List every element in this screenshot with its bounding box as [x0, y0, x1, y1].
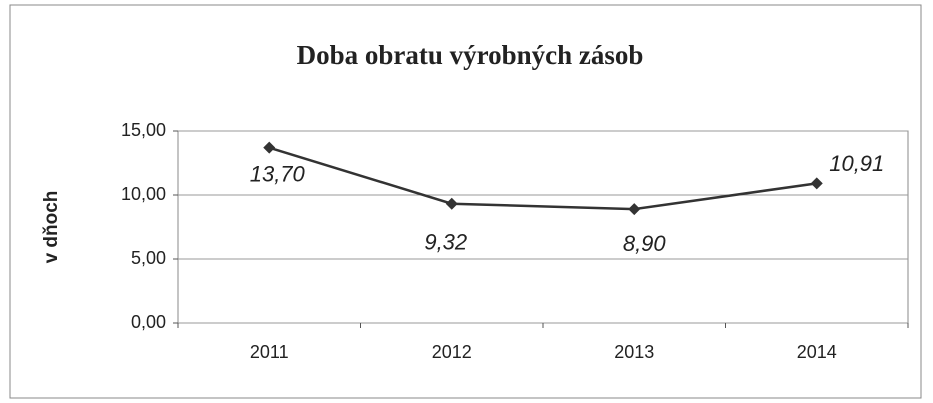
- x-tick-label: 2014: [797, 342, 837, 362]
- marker: [263, 141, 276, 154]
- data-label: 9,32: [424, 230, 467, 255]
- line: [268, 146, 817, 211]
- x-tick-label: 2012: [432, 342, 472, 362]
- y-tick-label: 0,00: [131, 312, 166, 332]
- y-tick-label: 5,00: [131, 248, 166, 268]
- marker: [445, 197, 458, 210]
- marker: [810, 177, 823, 190]
- y-tick-label: 10,00: [121, 184, 166, 204]
- y-axis-label: v dňoch: [41, 191, 62, 264]
- y-tick-label: 15,00: [121, 120, 166, 140]
- x-tick-label: 2011: [250, 342, 289, 362]
- x-tick-label: 2013: [614, 342, 654, 362]
- data-label: 10,91: [829, 151, 884, 176]
- data-label: 8,90: [623, 231, 667, 256]
- marker: [628, 203, 641, 216]
- data-label: 13,70: [250, 161, 306, 186]
- chart-title: Doba obratu výrobných zásob: [297, 40, 644, 70]
- chart-border: [9, 4, 922, 399]
